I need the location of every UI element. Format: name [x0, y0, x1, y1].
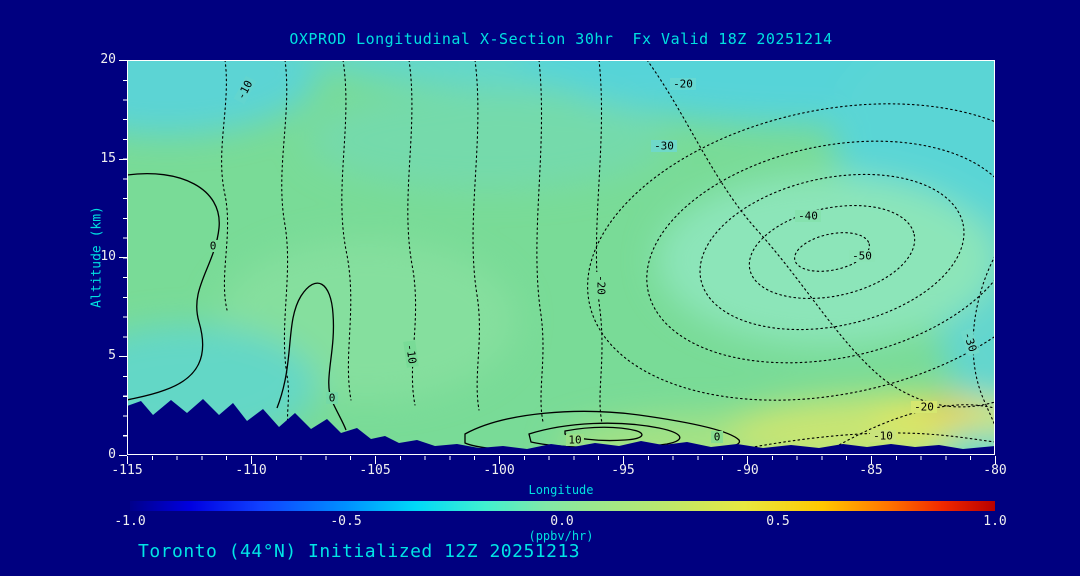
colorbar-tick-label: -0.5 [330, 514, 362, 529]
y-axis-minor-ticks [123, 60, 127, 456]
footer-caption: Toronto (44°N) Initialized 12Z 20251213 [138, 541, 581, 562]
contour-value-labels: -10 -20 -30 -40 -50 -20 -10 0 0 10 0 -10… [207, 75, 980, 447]
y-axis-tick [119, 455, 127, 456]
x-tick-label: -105 [359, 463, 391, 478]
contour-label: 0 [714, 431, 721, 444]
y-tick-label: 15 [100, 151, 116, 166]
plot-title: OXPROD Longitudinal X-Section 30hr Fx Va… [289, 30, 833, 48]
colorbar-tick-label: 0.0 [550, 514, 574, 529]
contour-label: -10 [403, 343, 419, 364]
x-axis-tick [499, 456, 500, 464]
y-axis-tick [119, 60, 127, 61]
x-tick-label: -95 [611, 463, 635, 478]
zero-positive-contour-lines [127, 173, 741, 454]
y-tick-label: 20 [100, 52, 116, 67]
contour-label: -50 [852, 250, 872, 263]
x-tick-label: -115 [111, 463, 143, 478]
contour-label: -40 [798, 210, 818, 223]
contour-label: -10 [873, 430, 893, 443]
colorbar-tick-label: -1.0 [114, 514, 146, 529]
x-axis-tick [995, 456, 996, 464]
colorbar-tick-label: 0.5 [766, 514, 790, 529]
x-axis-tick [623, 456, 624, 464]
x-tick-label: -85 [859, 463, 883, 478]
x-axis-label: Longitude [528, 483, 594, 497]
colorbar-units-label: (ppbv/hr) [528, 529, 594, 543]
x-tick-label: -80 [983, 463, 1007, 478]
y-axis-tick [119, 356, 127, 357]
contour-label: -20 [595, 275, 608, 295]
plot-frame [127, 60, 995, 455]
x-axis-tick [871, 456, 872, 464]
contour-label: 0 [329, 392, 336, 405]
x-axis-minor-ticks [127, 456, 996, 460]
x-tick-label: -90 [735, 463, 759, 478]
contour-label: 10 [568, 434, 581, 447]
contour-label: -30 [654, 140, 674, 153]
y-axis-tick [119, 257, 127, 258]
y-tick-label: 0 [108, 447, 116, 462]
contour-label: -20 [914, 401, 934, 414]
x-axis-tick [747, 456, 748, 464]
contour-label: -30 [961, 331, 980, 354]
x-axis-tick [375, 456, 376, 464]
x-axis-tick [127, 456, 128, 464]
y-tick-label: 10 [100, 249, 116, 264]
y-axis-tick [119, 159, 127, 160]
contour-label: -20 [673, 78, 693, 91]
x-tick-label: -110 [235, 463, 267, 478]
contour-cross-section-plot: -10 -20 -30 -40 -50 -20 -10 0 0 10 0 -10… [127, 60, 995, 455]
contour-label: 0 [210, 240, 217, 253]
x-axis-tick [251, 456, 252, 464]
y-tick-label: 5 [108, 348, 116, 363]
colorbar-tick-label: 1.0 [983, 514, 1007, 529]
x-tick-label: -100 [483, 463, 515, 478]
colorbar [130, 501, 995, 511]
terrain-silhouette [127, 399, 995, 455]
